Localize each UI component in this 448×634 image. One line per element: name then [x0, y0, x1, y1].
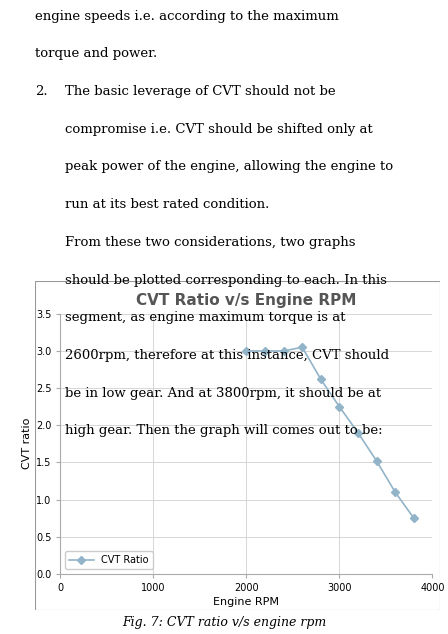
Text: be in low gear. And at 3800rpm, it should be at: be in low gear. And at 3800rpm, it shoul… [65, 387, 381, 400]
Text: torque and power.: torque and power. [35, 48, 157, 60]
Text: compromise i.e. CVT should be shifted only at: compromise i.e. CVT should be shifted on… [65, 123, 373, 136]
Text: 2.: 2. [35, 85, 47, 98]
CVT Ratio [337, 403, 342, 410]
Text: From these two considerations, two graphs: From these two considerations, two graph… [65, 236, 355, 249]
Y-axis label: CVT ratio: CVT ratio [22, 418, 32, 470]
CVT Ratio [355, 429, 361, 436]
Text: peak power of the engine, allowing the engine to: peak power of the engine, allowing the e… [65, 160, 393, 174]
X-axis label: Engine RPM: Engine RPM [213, 597, 280, 607]
Text: engine speeds i.e. according to the maximum: engine speeds i.e. according to the maxi… [35, 10, 339, 23]
CVT Ratio [318, 375, 323, 383]
CVT Ratio [244, 347, 249, 355]
CVT Ratio [300, 344, 305, 351]
Text: run at its best rated condition.: run at its best rated condition. [65, 198, 269, 211]
Text: 2600rpm, therefore at this instance, CVT should: 2600rpm, therefore at this instance, CVT… [65, 349, 389, 362]
CVT Ratio [411, 514, 417, 522]
CVT Ratio [374, 457, 379, 465]
Text: The basic leverage of CVT should not be: The basic leverage of CVT should not be [65, 85, 336, 98]
Text: Fig. 7: CVT ratio v/s engine rpm: Fig. 7: CVT ratio v/s engine rpm [122, 616, 326, 629]
Line: CVT Ratio: CVT Ratio [244, 344, 417, 521]
Text: segment, as engine maximum torque is at: segment, as engine maximum torque is at [65, 311, 345, 325]
CVT Ratio [263, 347, 268, 355]
Text: high gear. Then the graph will comes out to be:: high gear. Then the graph will comes out… [65, 425, 383, 437]
Legend: CVT Ratio: CVT Ratio [65, 551, 153, 569]
Title: CVT Ratio v/s Engine RPM: CVT Ratio v/s Engine RPM [136, 294, 357, 309]
CVT Ratio [281, 347, 286, 355]
Text: should be plotted corresponding to each. In this: should be plotted corresponding to each.… [65, 274, 387, 287]
CVT Ratio [392, 488, 398, 496]
